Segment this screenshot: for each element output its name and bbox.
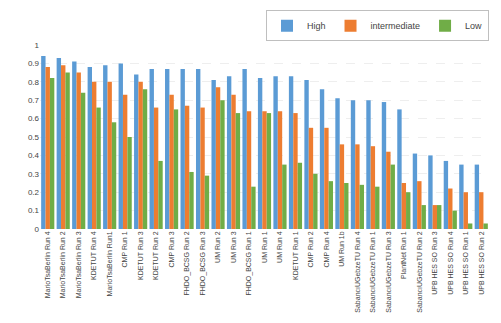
svg-text:UM Run 4: UM Run 4 (276, 231, 283, 263)
svg-text:UM Run 3: UM Run 3 (230, 231, 237, 263)
svg-text:PlantNet Run 1: PlantNet Run 1 (400, 231, 407, 279)
svg-text:UPB HES SO Run 1: UPB HES SO Run 1 (462, 231, 469, 295)
svg-text:0.3: 0.3 (28, 170, 40, 179)
svg-text:Low: Low (465, 21, 482, 31)
svg-text:MarioTsaBerlin Run 3: MarioTsaBerlin Run 3 (75, 231, 82, 298)
svg-text:KDETUT Run 1: KDETUT Run 1 (292, 231, 299, 280)
svg-text:FHDO_BCSG Run 2: FHDO_BCSG Run 2 (183, 231, 191, 295)
svg-text:MarioTsaBerlin Run1: MarioTsaBerlin Run1 (106, 231, 113, 296)
svg-text:UM Run 1: UM Run 1 (261, 231, 268, 263)
svg-text:0: 0 (35, 225, 40, 234)
svg-text:CMP Run 3: CMP Run 3 (168, 231, 175, 267)
svg-text:UPB HES SO Run 3: UPB HES SO Run 3 (431, 231, 438, 295)
svg-text:0.4: 0.4 (28, 151, 40, 160)
svg-text:FHDO_BCSG Run 3: FHDO_BCSG Run 3 (199, 231, 207, 295)
svg-text:CMP Run 4: CMP Run 4 (323, 231, 330, 267)
svg-text:UM Run 1b: UM Run 1b (338, 231, 345, 267)
svg-text:0.2: 0.2 (28, 188, 40, 197)
svg-text:SabancıUGebzeTU Run 3: SabancıUGebzeTU Run 3 (385, 231, 392, 312)
svg-text:UPB HES SO Run 2: UPB HES SO Run 2 (478, 231, 485, 295)
svg-text:0.8: 0.8 (28, 78, 40, 87)
svg-text:1: 1 (35, 41, 40, 50)
svg-text:CMP Run 2: CMP Run 2 (307, 231, 314, 267)
svg-text:0.5: 0.5 (28, 133, 40, 142)
svg-text:High: High (307, 21, 326, 31)
svg-text:0.6: 0.6 (28, 114, 40, 123)
svg-text:SabancıUGebzeTU Run 4: SabancıUGebzeTU Run 4 (354, 231, 361, 312)
svg-text:CMP Run 1: CMP Run 1 (121, 231, 128, 267)
svg-text:intermediate: intermediate (371, 21, 421, 31)
svg-text:0.1: 0.1 (28, 206, 40, 215)
svg-text:MarioTsaBerlin Run 2: MarioTsaBerlin Run 2 (59, 231, 66, 298)
svg-text:UPB HES SO Run 4: UPB HES SO Run 4 (447, 231, 454, 295)
svg-text:MarioTsaBerlin Run 4: MarioTsaBerlin Run 4 (44, 231, 51, 298)
svg-text:SabancıUGebzeTU Run 1: SabancıUGebzeTU Run 1 (369, 231, 376, 312)
svg-text:0.7: 0.7 (28, 96, 40, 105)
svg-text:KDETUT Run 4: KDETUT Run 4 (90, 231, 97, 280)
svg-text:UM Run 2: UM Run 2 (214, 231, 221, 263)
svg-text:SabancıUGebzeTU Run 2: SabancıUGebzeTU Run 2 (416, 231, 423, 312)
svg-text:KDETUT Run 3: KDETUT Run 3 (137, 231, 144, 280)
svg-text:FHDO_BCSG Run 1: FHDO_BCSG Run 1 (245, 231, 253, 295)
svg-text:KDETUT Run 2: KDETUT Run 2 (152, 231, 159, 280)
svg-text:0.9: 0.9 (28, 59, 40, 68)
